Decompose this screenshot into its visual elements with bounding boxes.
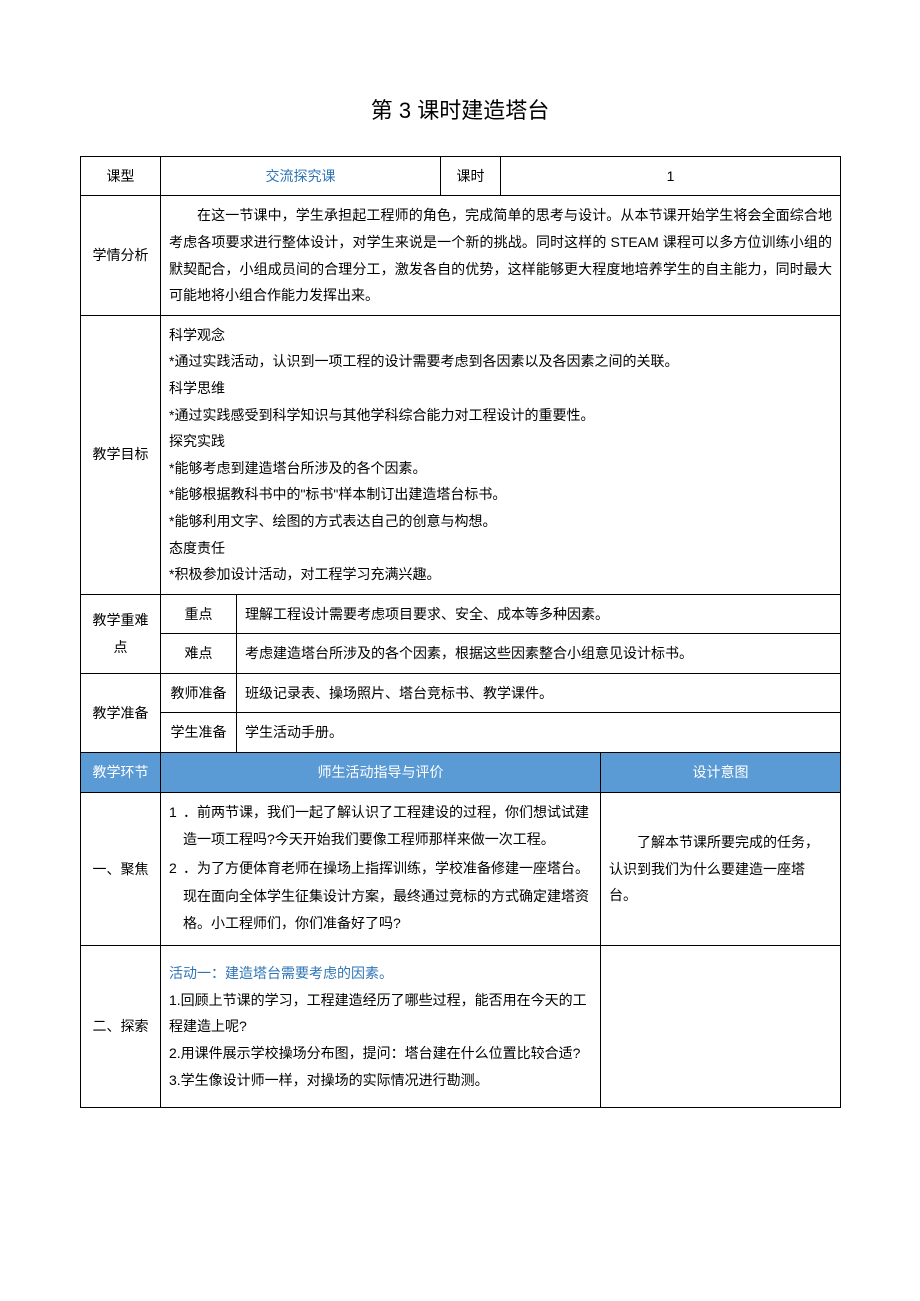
- row-situation-text: 在这一节课中，学生承担起工程师的角色，完成简单的思考与设计。从本节课开始学生将会…: [161, 196, 841, 315]
- row-focus-label: 一、聚焦: [81, 792, 161, 945]
- row-explore-label: 二、探索: [81, 946, 161, 1108]
- row-zhongdian-text: 理解工程设计需要考虑项目要求、安全、成本等多种因素。: [237, 594, 841, 634]
- row-focus-activities: 1 ．前两节课，我们一起了解认识了工程建设的过程，你们想试试建造一项工程吗?今天…: [161, 792, 601, 945]
- row-prep-student-label: 学生准备: [161, 713, 237, 753]
- header-col2: 师生活动指导与评价: [161, 753, 601, 793]
- row-situation-label: 学情分析: [81, 196, 161, 315]
- row-focus-intent: 了解本节课所要完成的任务，认识到我们为什么要建造一座塔台。: [601, 792, 841, 945]
- row-ctype-period-label: 课时: [441, 156, 501, 196]
- row-ctype-label: 课型: [81, 156, 161, 196]
- row-ctype-value: 交流探究课: [161, 156, 441, 196]
- row-nandian-text: 考虑建造塔台所涉及的各个因素，根据这些因素整合小组意见设计标书。: [237, 634, 841, 674]
- row-keypoints-label: 教学重难点: [81, 594, 161, 673]
- row-nandian-label: 难点: [161, 634, 237, 674]
- row-prep-teacher-label: 教师准备: [161, 673, 237, 713]
- row-prep-label: 教学准备: [81, 673, 161, 752]
- row-prep-teacher-text: 班级记录表、操场照片、塔台竞标书、教学课件。: [237, 673, 841, 713]
- row-goal-label: 教学目标: [81, 315, 161, 594]
- header-col1: 教学环节: [81, 753, 161, 793]
- row-prep-student-text: 学生活动手册。: [237, 713, 841, 753]
- row-explore-activities: 活动一：建造塔台需要考虑的因素。 1.回顾上节课的学习，工程建造经历了哪些过程，…: [161, 946, 601, 1108]
- activity-title: 活动一：建造塔台需要考虑的因素。: [169, 960, 592, 987]
- header-col3: 设计意图: [601, 753, 841, 793]
- page-title: 第 3 课时建造塔台: [80, 90, 840, 132]
- row-explore-intent: [601, 946, 841, 1108]
- row-goal-text: 科学观念 *通过实践活动，认识到一项工程的设计需要考虑到各因素以及各因素之间的关…: [161, 315, 841, 594]
- lesson-plan-table: 课型 交流探究课 课时 1 学情分析 在这一节课中，学生承担起工程师的角色，完成…: [80, 156, 841, 1108]
- row-zhongdian-label: 重点: [161, 594, 237, 634]
- row-ctype-period-value: 1: [501, 156, 841, 196]
